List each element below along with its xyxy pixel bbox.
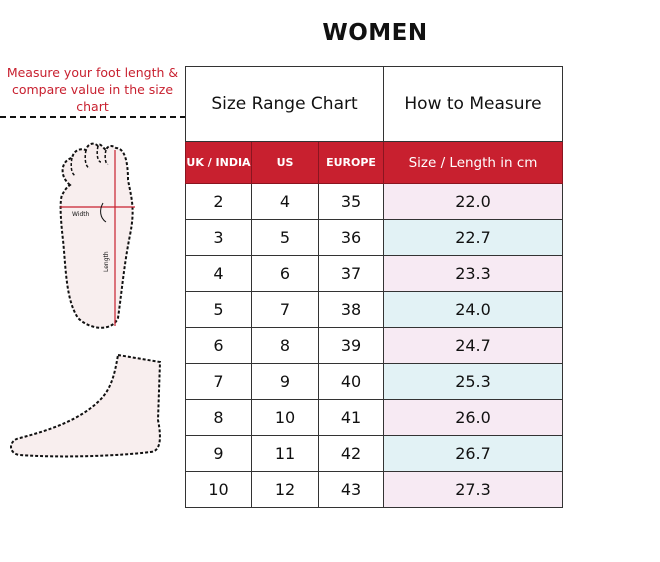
length-cm: 24.7 [383,327,563,364]
table-row: 2 4 35 22.0 [185,183,563,220]
page-title: WOMEN [322,20,428,46]
col-us: US [251,141,319,184]
eu-size: 35 [318,183,384,220]
table-row: 8 10 41 26.0 [185,399,563,436]
eu-size: 39 [318,327,384,364]
foot-illustrations: Width Length [10,142,162,458]
length-cm: 23.3 [383,255,563,292]
length-label: Length [103,251,110,272]
uk-size: 5 [185,291,252,328]
us-size: 5 [251,219,319,256]
uk-size: 6 [185,327,252,364]
us-size: 4 [251,183,319,220]
us-size: 9 [251,363,319,400]
uk-size: 9 [185,435,252,472]
table-row: 4 6 37 23.3 [185,255,563,292]
table-row: 3 5 36 22.7 [185,219,563,256]
col-europe: EUROPE [318,141,384,184]
foot-side-icon [10,353,162,458]
col-uk-india: UK / INDIA [185,141,252,184]
col-length-cm: Size / Length in cm [383,141,563,184]
how-to-measure-header: How to Measure [383,66,563,142]
us-size: 7 [251,291,319,328]
eu-size: 43 [318,471,384,508]
length-cm: 26.0 [383,399,563,436]
eu-size: 37 [318,255,384,292]
eu-size: 40 [318,363,384,400]
uk-size: 8 [185,399,252,436]
eu-size: 38 [318,291,384,328]
uk-size: 7 [185,363,252,400]
us-size: 11 [251,435,319,472]
table-row: 7 9 40 25.3 [185,363,563,400]
us-size: 6 [251,255,319,292]
us-size: 10 [251,399,319,436]
us-size: 8 [251,327,319,364]
dashed-divider [0,116,186,118]
eu-size: 36 [318,219,384,256]
uk-size: 2 [185,183,252,220]
eu-size: 42 [318,435,384,472]
length-cm: 22.0 [383,183,563,220]
table-row: 10 12 43 27.3 [185,471,563,508]
length-cm: 26.7 [383,435,563,472]
size-chart-table: Size Range Chart How to Measure UK / IND… [185,66,563,508]
length-cm: 22.7 [383,219,563,256]
length-cm: 25.3 [383,363,563,400]
uk-size: 4 [185,255,252,292]
table-row: 6 8 39 24.7 [185,327,563,364]
length-cm: 27.3 [383,471,563,508]
foot-sole-icon: Width Length [59,142,135,329]
table-row: 5 7 38 24.0 [185,291,563,328]
table-row: 9 11 42 26.7 [185,435,563,472]
us-size: 12 [251,471,319,508]
length-cm: 24.0 [383,291,563,328]
uk-size: 10 [185,471,252,508]
eu-size: 41 [318,399,384,436]
uk-size: 3 [185,219,252,256]
size-range-header: Size Range Chart [185,66,384,142]
width-label: Width [72,211,90,218]
measure-instruction: Measure your foot length & compare value… [6,65,179,114]
